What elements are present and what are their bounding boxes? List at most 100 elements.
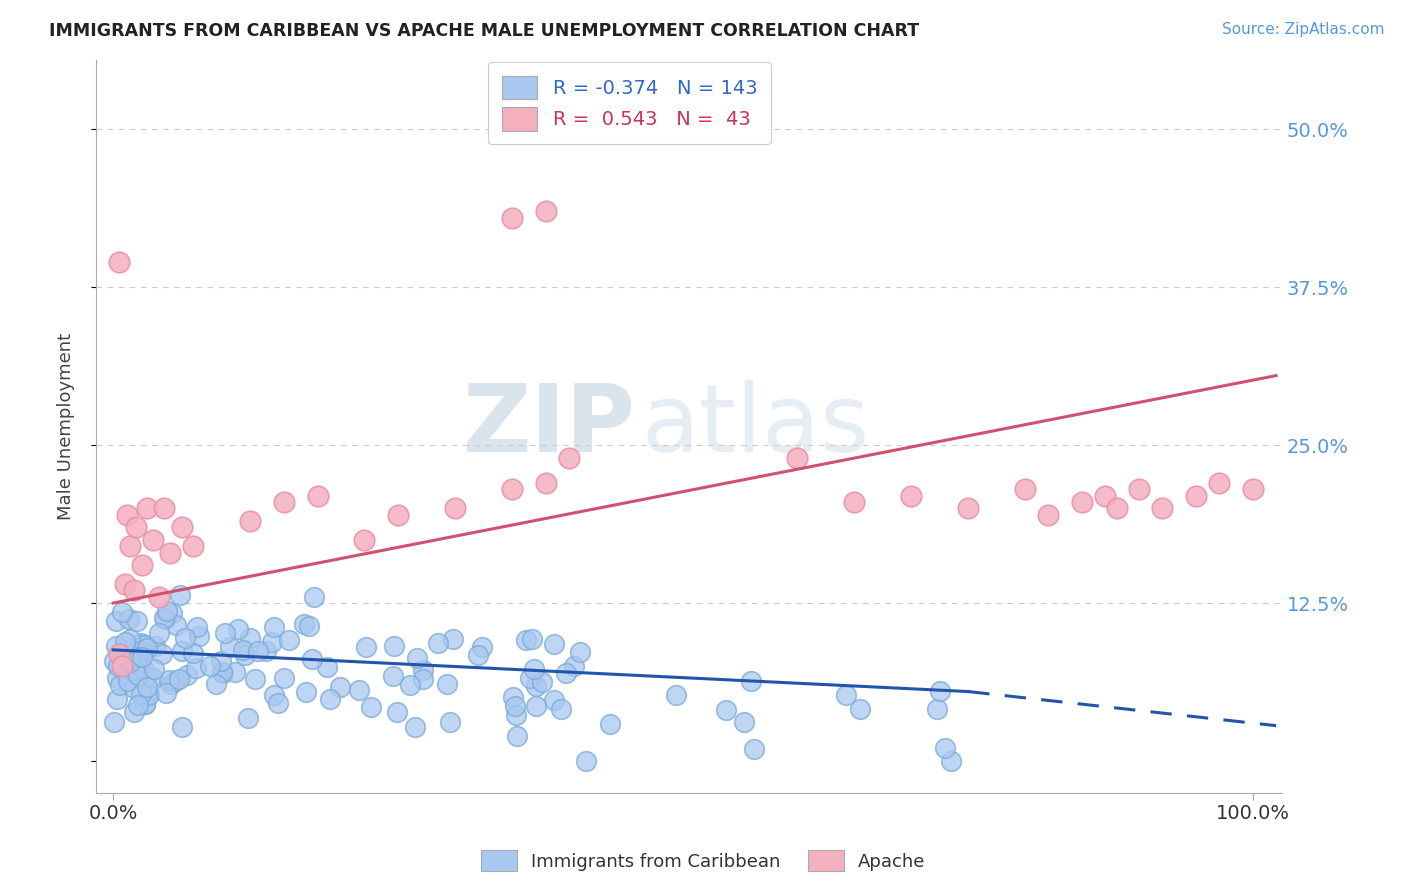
Point bbox=[740, 673, 762, 688]
Text: atlas: atlas bbox=[641, 380, 870, 472]
Point bbox=[235, 648, 257, 662]
Point bbox=[524, 698, 547, 713]
Point bbox=[117, 612, 139, 626]
Point bbox=[849, 702, 872, 716]
Point bbox=[127, 698, 149, 713]
Point bbox=[134, 697, 156, 711]
Point bbox=[243, 672, 266, 686]
Point bbox=[1241, 483, 1264, 497]
Point bbox=[169, 588, 191, 602]
Point bbox=[239, 514, 262, 528]
Point bbox=[502, 690, 524, 705]
Point bbox=[536, 475, 558, 490]
Point bbox=[120, 632, 142, 646]
Point bbox=[387, 705, 409, 719]
Point bbox=[181, 539, 204, 553]
Point bbox=[733, 714, 755, 729]
Point bbox=[236, 711, 259, 725]
Point bbox=[555, 665, 578, 680]
Text: Source: ZipAtlas.com: Source: ZipAtlas.com bbox=[1222, 22, 1385, 37]
Point bbox=[441, 632, 464, 646]
Point bbox=[108, 255, 131, 269]
Point bbox=[156, 604, 179, 618]
Point bbox=[124, 656, 146, 670]
Point bbox=[536, 204, 558, 219]
Point bbox=[184, 661, 207, 675]
Point bbox=[900, 489, 922, 503]
Point bbox=[104, 639, 127, 653]
Point bbox=[316, 660, 339, 674]
Point bbox=[267, 697, 290, 711]
Point bbox=[501, 483, 523, 497]
Point bbox=[111, 605, 134, 619]
Point bbox=[263, 688, 285, 702]
Point bbox=[471, 640, 494, 654]
Point bbox=[354, 640, 377, 654]
Point bbox=[263, 619, 285, 633]
Point bbox=[135, 669, 157, 683]
Point bbox=[160, 677, 183, 691]
Point bbox=[150, 647, 173, 661]
Point bbox=[112, 642, 135, 657]
Point bbox=[569, 645, 592, 659]
Point bbox=[387, 508, 409, 522]
Point bbox=[503, 699, 526, 714]
Point bbox=[136, 501, 159, 516]
Point bbox=[273, 495, 295, 509]
Point bbox=[347, 683, 370, 698]
Point bbox=[427, 636, 450, 650]
Point bbox=[188, 629, 211, 643]
Point bbox=[148, 590, 170, 604]
Point bbox=[957, 501, 980, 516]
Point bbox=[153, 612, 176, 626]
Point bbox=[138, 689, 160, 703]
Point bbox=[136, 680, 159, 694]
Point bbox=[505, 707, 527, 722]
Point bbox=[114, 577, 136, 591]
Point bbox=[172, 719, 194, 733]
Point bbox=[520, 632, 543, 646]
Point bbox=[406, 650, 429, 665]
Point bbox=[128, 662, 150, 676]
Point bbox=[209, 654, 232, 668]
Point bbox=[239, 631, 262, 645]
Point bbox=[307, 489, 329, 503]
Point bbox=[125, 520, 148, 534]
Text: IMMIGRANTS FROM CARIBBEAN VS APACHE MALE UNEMPLOYMENT CORRELATION CHART: IMMIGRANTS FROM CARIBBEAN VS APACHE MALE… bbox=[49, 22, 920, 40]
Point bbox=[107, 658, 129, 673]
Point bbox=[105, 692, 128, 706]
Point bbox=[278, 633, 301, 648]
Point bbox=[159, 673, 181, 687]
Point bbox=[186, 620, 208, 634]
Y-axis label: Male Unemployment: Male Unemployment bbox=[58, 333, 75, 520]
Point bbox=[200, 659, 222, 673]
Point bbox=[131, 650, 153, 665]
Point bbox=[319, 692, 342, 706]
Point bbox=[404, 720, 426, 734]
Point bbox=[543, 693, 565, 707]
Point bbox=[925, 702, 948, 716]
Point bbox=[114, 634, 136, 648]
Point bbox=[132, 638, 155, 652]
Point bbox=[329, 681, 352, 695]
Point bbox=[129, 687, 152, 701]
Point bbox=[412, 663, 434, 677]
Point bbox=[183, 646, 205, 660]
Point bbox=[153, 501, 176, 516]
Point bbox=[506, 730, 529, 744]
Point bbox=[211, 665, 233, 680]
Point bbox=[786, 450, 808, 465]
Point bbox=[664, 688, 686, 702]
Point bbox=[131, 638, 153, 652]
Point bbox=[1208, 475, 1230, 490]
Point bbox=[550, 702, 572, 716]
Point bbox=[105, 671, 128, 685]
Point bbox=[515, 632, 537, 647]
Point bbox=[122, 648, 145, 662]
Point bbox=[131, 558, 153, 573]
Point bbox=[1014, 483, 1036, 497]
Point bbox=[114, 646, 136, 660]
Point bbox=[360, 700, 382, 714]
Point bbox=[160, 606, 183, 620]
Point bbox=[120, 539, 142, 553]
